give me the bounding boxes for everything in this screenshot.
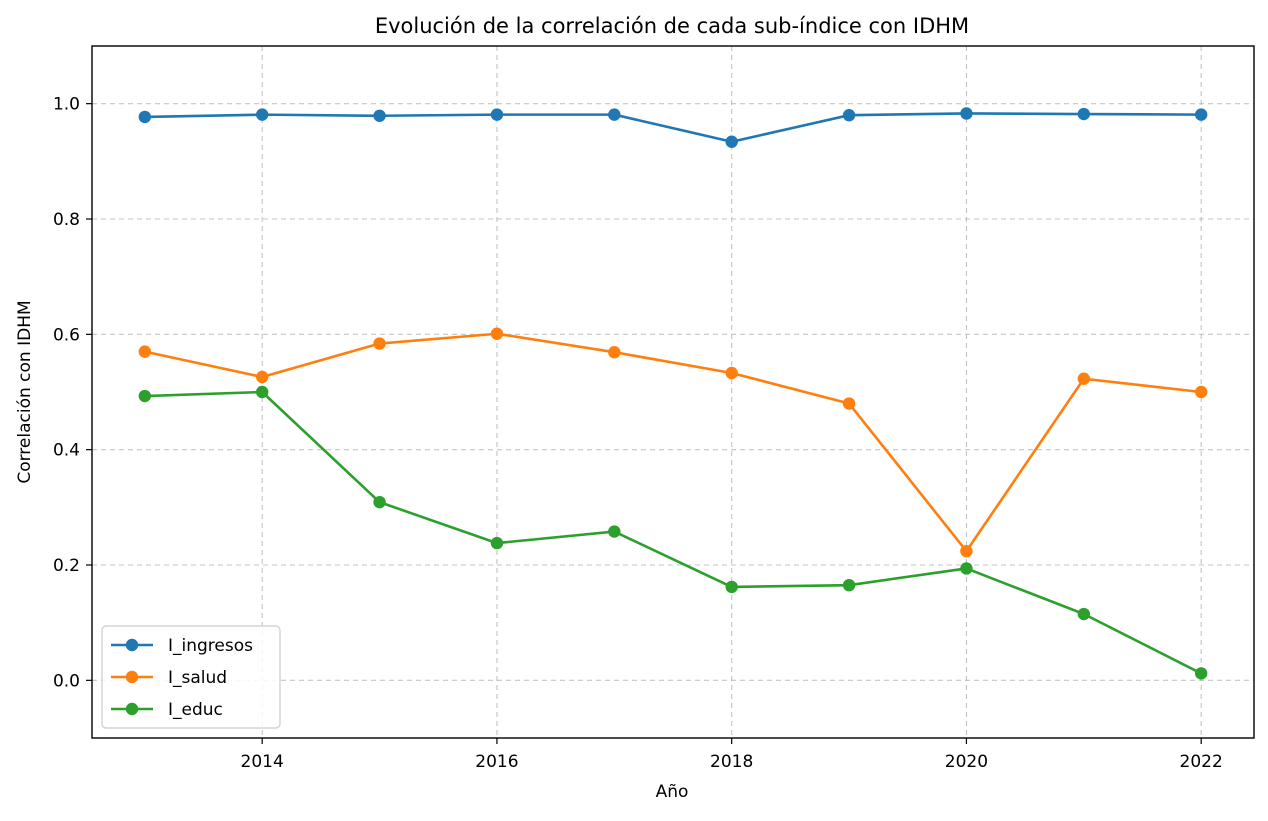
y-axis-label: Correlación con IDHM <box>15 300 35 483</box>
legend-box <box>101 625 281 729</box>
data-point <box>138 345 152 358</box>
legend-marker <box>125 702 139 716</box>
legend-label: I_salud <box>168 668 227 688</box>
data-point <box>1077 372 1091 385</box>
data-point <box>608 108 621 121</box>
legend-marker <box>125 638 139 652</box>
data-point <box>725 580 738 594</box>
data-point <box>255 385 269 399</box>
series-line <box>144 390 1202 675</box>
series-layer <box>138 107 1208 680</box>
data-point <box>1194 667 1208 680</box>
data-point <box>1077 607 1091 621</box>
series-line <box>144 112 1202 144</box>
data-point <box>842 109 856 122</box>
data-point <box>373 337 386 350</box>
data-point <box>725 135 738 148</box>
y-tick-label: 0.8 <box>53 210 80 230</box>
legend: I_ingresos I_salud I_educ <box>101 625 281 729</box>
series-i-educ <box>138 385 1208 680</box>
data-point <box>1077 107 1091 121</box>
data-point <box>490 536 504 550</box>
legend-marker <box>125 670 139 684</box>
y-tick-label: 0.0 <box>53 671 80 691</box>
series-line <box>144 332 1202 553</box>
data-point <box>608 346 621 359</box>
data-point <box>138 389 152 403</box>
data-point <box>725 366 738 380</box>
series-i-salud <box>138 327 1208 558</box>
y-tick-label: 0.6 <box>53 325 80 345</box>
data-point <box>490 108 504 121</box>
y-tick-label: 0.2 <box>53 556 80 576</box>
data-point <box>842 578 856 592</box>
x-tick-label: 2014 <box>241 752 284 772</box>
data-point <box>255 108 269 121</box>
x-tick-label: 2020 <box>945 752 988 772</box>
x-tick-label: 2018 <box>710 752 753 772</box>
axis-ticks: 2014 2016 2018 2020 2022 0.0 0.2 0.4 0.6 0.8 1.0 <box>53 95 1223 772</box>
data-point <box>608 525 621 538</box>
x-tick-label: 2016 <box>475 752 518 772</box>
y-tick-label: 1.0 <box>53 95 80 115</box>
data-point <box>373 109 386 122</box>
data-point <box>960 107 973 120</box>
data-point <box>960 544 973 558</box>
x-tick-label: 2022 <box>1180 752 1223 772</box>
legend-label: I_educ <box>168 700 223 720</box>
x-axis-label: Año <box>656 782 689 802</box>
data-point <box>255 370 269 384</box>
legend-label: I_ingresos <box>168 636 253 656</box>
y-tick-label: 0.4 <box>53 441 80 461</box>
chart-title: Evolución de la correlación de cada sub-… <box>375 14 969 38</box>
data-point <box>1194 108 1208 121</box>
data-point <box>960 562 973 575</box>
data-point <box>490 327 504 340</box>
data-point <box>138 110 152 124</box>
series-i-ingresos <box>138 107 1208 148</box>
plot-area-frame <box>91 45 1255 739</box>
data-point <box>842 397 856 410</box>
data-point <box>373 495 386 509</box>
grid <box>92 46 1254 738</box>
data-point <box>1194 385 1208 399</box>
